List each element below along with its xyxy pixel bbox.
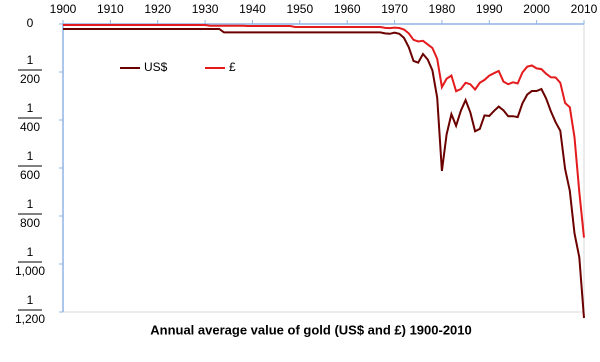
x-tick-label: 2010 <box>571 2 598 16</box>
y-tick-label: 200 <box>20 72 40 86</box>
y-tick-numerator: 1 <box>27 245 34 259</box>
y-tick-label: 1,000 <box>15 264 45 278</box>
x-tick-label: 1990 <box>476 2 503 16</box>
line <box>63 28 585 319</box>
x-tick-label: 1970 <box>381 2 408 16</box>
y-tick-numerator: 1 <box>27 293 34 307</box>
x-tick-label: 1960 <box>334 2 361 16</box>
y-tick-numerator: 1 <box>27 197 34 211</box>
y-tick-label: 600 <box>20 168 40 182</box>
line <box>63 24 585 238</box>
chart-title: Annual average value of gold (US$ and £)… <box>150 322 472 337</box>
plot-area <box>62 23 585 313</box>
x-tick-label: 1910 <box>97 2 124 16</box>
y-tick-numerator: 1 <box>27 101 34 115</box>
x-tick-label: 1900 <box>50 2 77 16</box>
x-tick-label: 1920 <box>144 2 171 16</box>
y-tick-label: 0 <box>27 16 34 30</box>
y-tick-label: 800 <box>20 216 40 230</box>
y-tick-numerator: 1 <box>27 149 34 163</box>
x-tick-label: 1980 <box>429 2 456 16</box>
legend-label: US$ <box>144 60 168 74</box>
y-tick-label: 1,200 <box>15 312 45 326</box>
legend-label: £ <box>229 60 236 74</box>
x-tick-label: 1930 <box>192 2 219 16</box>
y-tick-label: 400 <box>20 120 40 134</box>
x-tick-label: 2000 <box>523 2 550 16</box>
y-tick-numerator: 1 <box>27 53 34 67</box>
x-tick-label: 1950 <box>286 2 313 16</box>
x-tick-label: 1940 <box>239 2 266 16</box>
